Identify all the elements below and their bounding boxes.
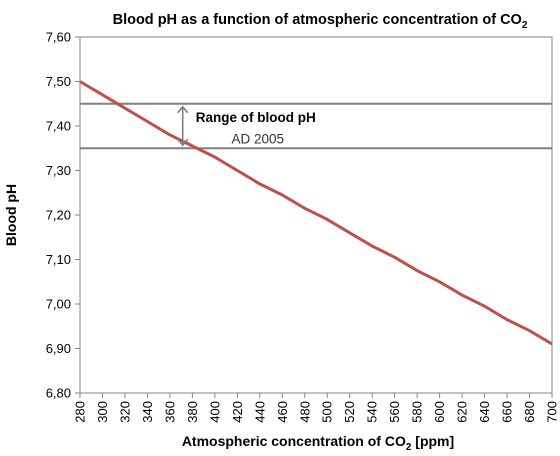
x-tick-label: 340 xyxy=(140,401,155,423)
x-axis-ticks: 280 300 320 340 360 380 400 420 440 460 480 500 520 5… xyxy=(73,393,560,423)
y-tick-label: 7,00 xyxy=(46,297,71,312)
x-tick-label: 520 xyxy=(342,401,357,423)
reference-lines xyxy=(80,102,552,150)
series-line xyxy=(79,80,553,346)
y-axis-title: Blood pH xyxy=(3,184,19,246)
x-tick-label: 680 xyxy=(522,401,537,423)
x-tick-label: 640 xyxy=(477,401,492,423)
x-tick-label: 380 xyxy=(185,401,200,423)
x-axis-title-subscript: 2 xyxy=(406,442,412,453)
y-tick-label: 6,80 xyxy=(46,386,71,401)
x-tick-label: 500 xyxy=(320,401,335,423)
annotation-sublabel: AD 2005 xyxy=(231,131,284,146)
x-tick-label: 400 xyxy=(207,401,222,423)
arrow-head-up xyxy=(177,105,189,114)
x-axis-title-unit: [ppm] xyxy=(411,433,454,449)
chart-title-subscript: 2 xyxy=(522,20,528,31)
x-tick-label: 600 xyxy=(432,401,447,423)
y-tick-label: 6,90 xyxy=(46,341,71,356)
x-tick-label: 440 xyxy=(252,401,267,423)
x-tick-label: 420 xyxy=(230,401,245,423)
arrow-head-down xyxy=(177,138,189,147)
x-tick-label: 660 xyxy=(500,401,515,423)
y-tick-label: 7,50 xyxy=(46,74,71,89)
x-axis-title: Atmospheric concentration of CO2 [ppm] xyxy=(182,433,454,453)
range-arrow-icon xyxy=(177,105,189,147)
y-tick-label: 7,20 xyxy=(46,208,71,223)
y-axis-ticks: 6,80 6,90 7,00 7,10 7,20 7,30 7,40 7,50 7,60 xyxy=(46,30,80,401)
range-annotation: Range of blood pH AD 2005 xyxy=(177,105,316,147)
chart-title: Blood pH as a function of atmospheric co… xyxy=(113,12,528,31)
x-tick-label: 280 xyxy=(73,401,88,423)
x-tick-label: 620 xyxy=(455,401,470,423)
x-tick-label: 480 xyxy=(297,401,312,423)
x-tick-label: 320 xyxy=(117,401,132,423)
x-tick-label: 460 xyxy=(275,401,290,423)
x-tick-label: 300 xyxy=(95,401,110,423)
y-tick-label: 7,40 xyxy=(46,119,71,134)
y-tick-label: 7,10 xyxy=(46,252,71,267)
x-tick-label: 580 xyxy=(410,401,425,423)
x-tick-label: 560 xyxy=(387,401,402,423)
y-tick-label: 7,60 xyxy=(46,30,71,45)
y-tick-label: 7,30 xyxy=(46,163,71,178)
data-series xyxy=(79,80,553,346)
x-tick-label: 700 xyxy=(545,401,560,423)
x-tick-label: 540 xyxy=(365,401,380,423)
annotation-label: Range of blood pH xyxy=(196,110,316,125)
x-tick-label: 360 xyxy=(162,401,177,423)
